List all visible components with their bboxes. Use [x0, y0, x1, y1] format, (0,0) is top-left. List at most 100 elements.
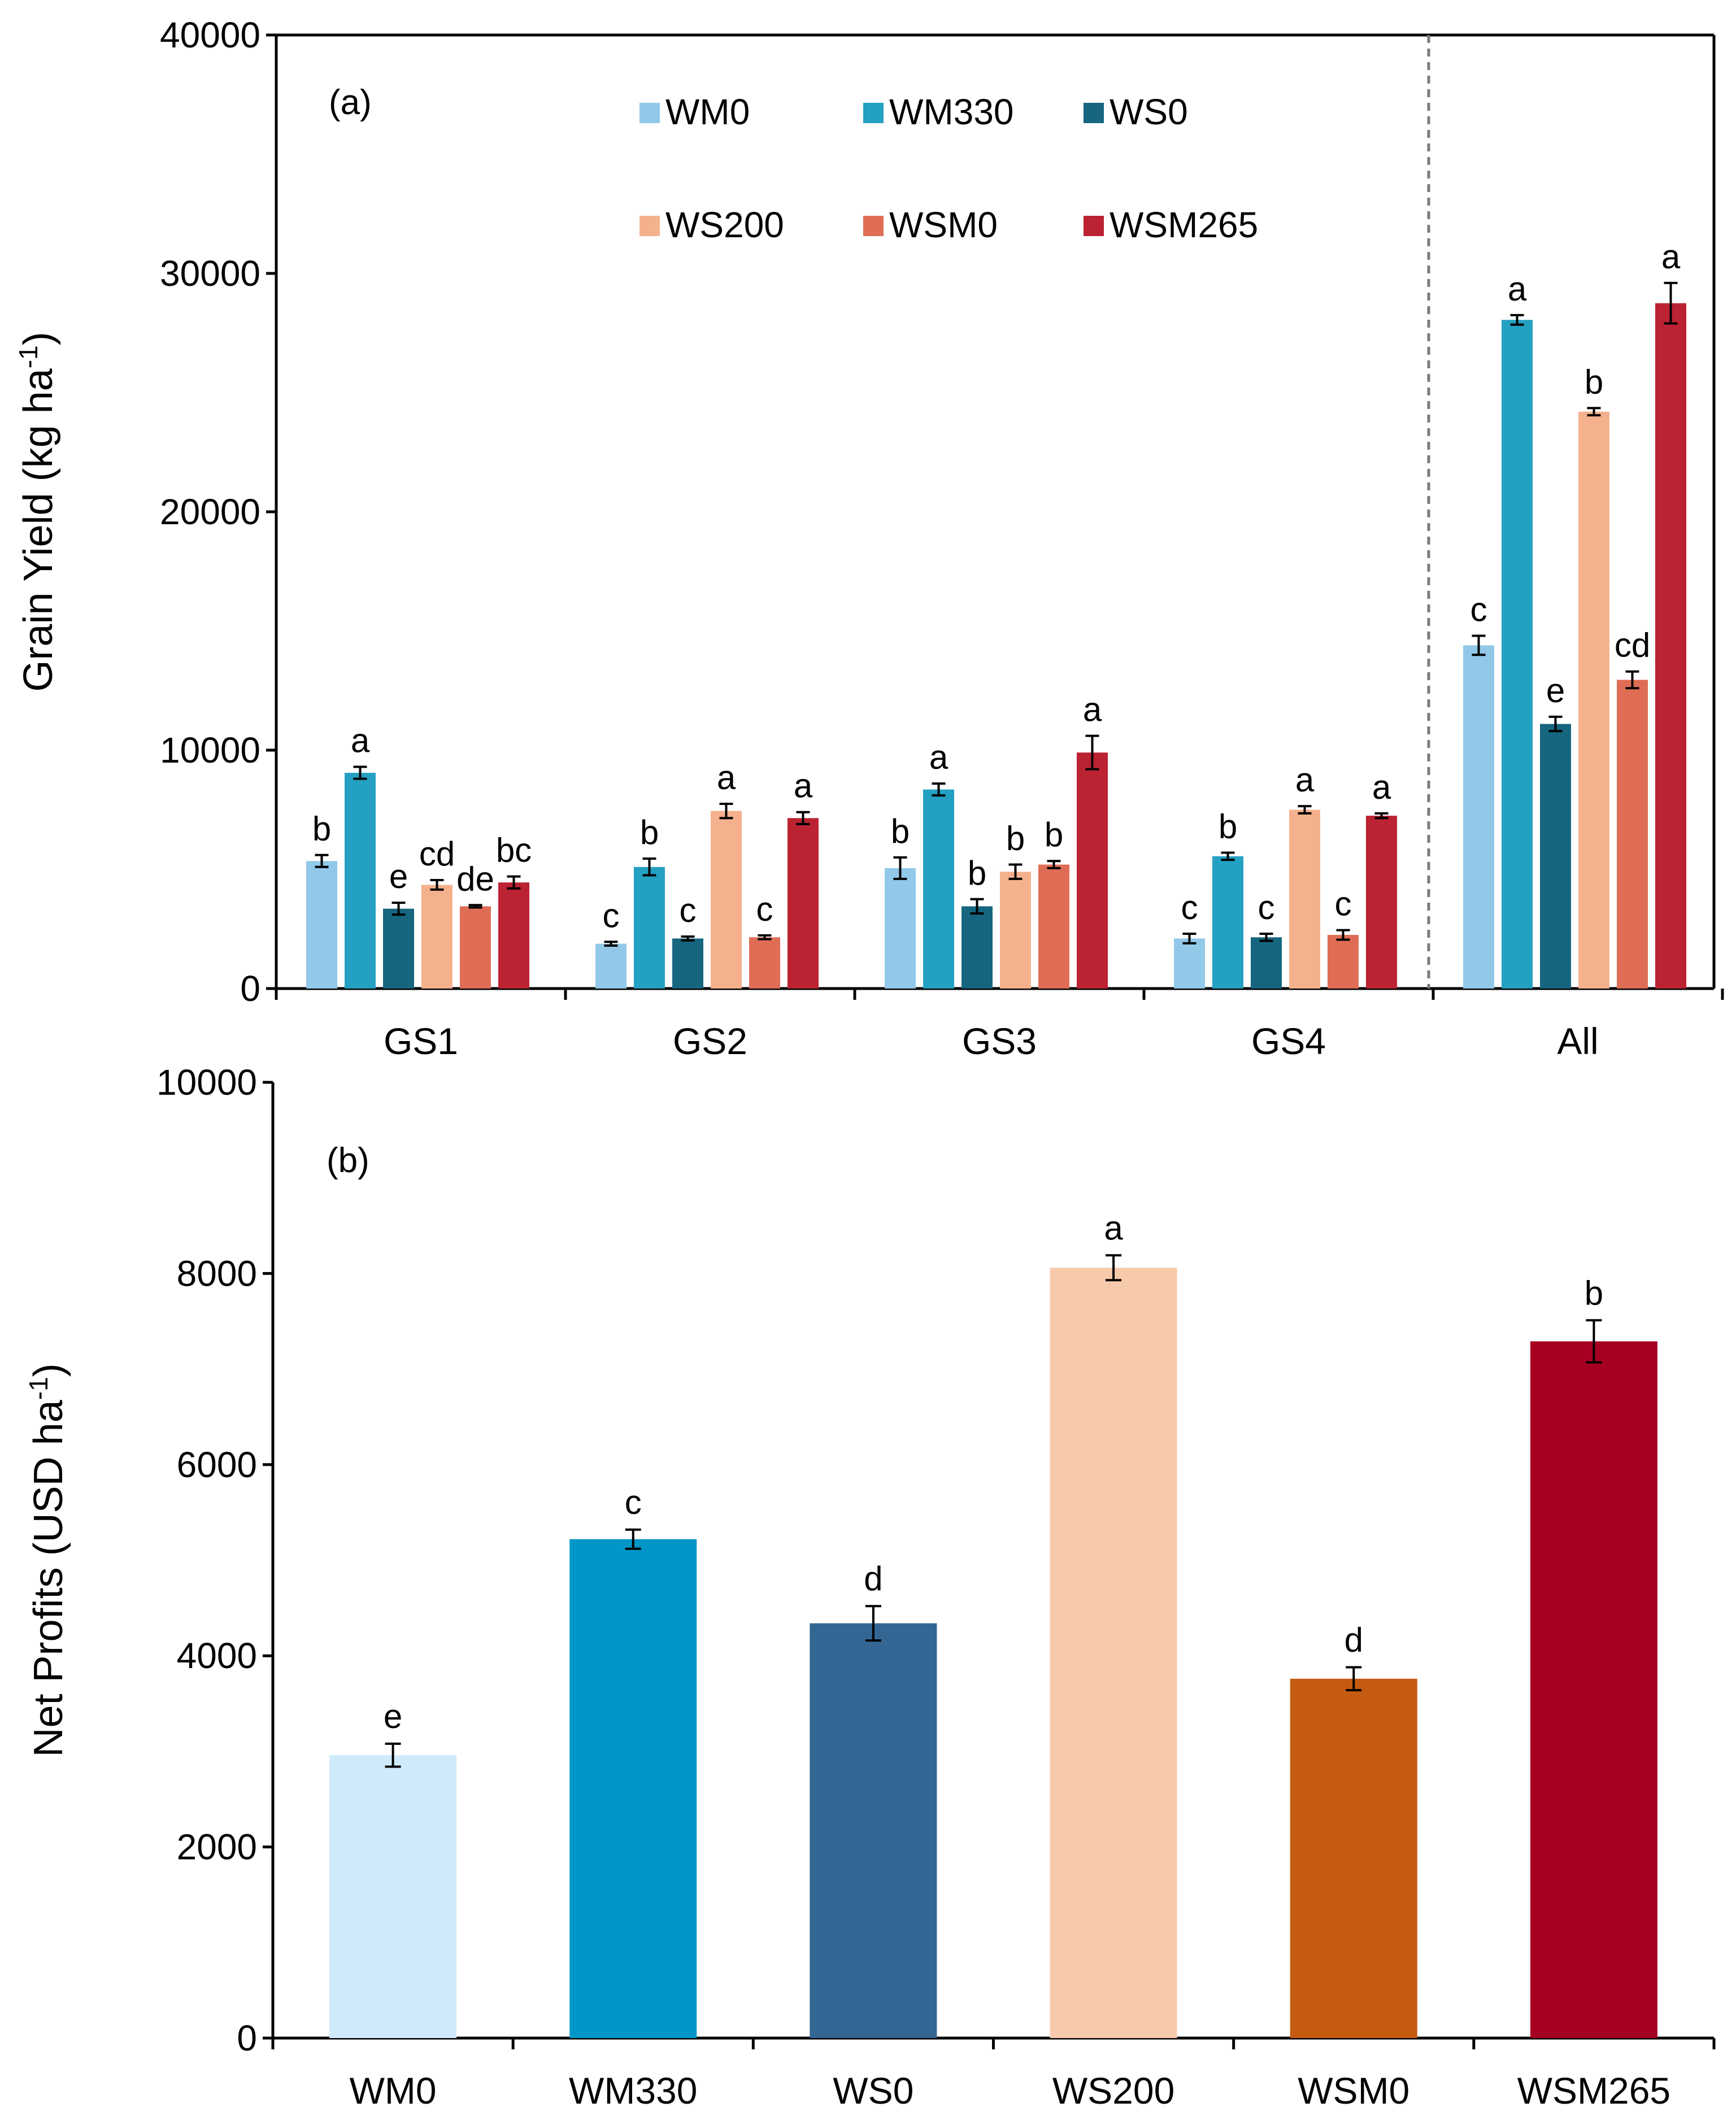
bar [1290, 1678, 1417, 2038]
bar [569, 1539, 697, 2038]
significance-letter: c [603, 896, 620, 934]
bar [1000, 872, 1031, 989]
bar [595, 943, 626, 989]
panel-a-x-ticks: GS1 GS2 GS3 GS4 All [275, 989, 1724, 1062]
significance-letter: c [1470, 590, 1487, 628]
x-category-label: GS3 [962, 1020, 1037, 1062]
significance-letter: e [384, 1697, 402, 1735]
significance-letter: bc [496, 832, 532, 869]
panel-a-y-ticks: 0 10000 20000 30000 40000 [160, 15, 276, 1009]
bar [672, 938, 703, 989]
significance-letter: c [680, 891, 697, 929]
x-category-label: WM0 [350, 2070, 437, 2112]
significance-letter: cd [419, 835, 455, 873]
panel-b-x-ticks: WM0 WM330 WS0 WS200 WSM0 WSM265 [271, 2038, 1716, 2112]
panel-b-y-axis-label: Net Profits (USD ha-1) [24, 1363, 71, 1757]
bar [1578, 411, 1609, 989]
bar [885, 868, 916, 989]
panel-b-y-ticks: 0 2000 4000 6000 8000 10000 [156, 1062, 273, 2058]
bar [1463, 645, 1494, 989]
significance-letter: a [1661, 238, 1681, 276]
significance-letter: de [456, 860, 494, 898]
y-tick-label: 6000 [177, 1444, 257, 1485]
significance-letter: d [1345, 1621, 1363, 1659]
bar [1289, 809, 1320, 989]
x-category-label: WSM0 [1298, 2070, 1409, 2112]
legend-entry: WSM0 [889, 204, 998, 245]
x-category-label: WS200 [1052, 2070, 1174, 2112]
panel-b-bars: e c d a d b [329, 1209, 1657, 2038]
legend-entry: WS200 [665, 204, 784, 245]
bar [923, 789, 954, 989]
x-category-label: GS1 [384, 1020, 458, 1062]
y-tick-label: 0 [237, 2018, 257, 2058]
bar [711, 811, 742, 989]
significance-letter: a [351, 722, 370, 760]
significance-letter: b [1585, 1274, 1603, 1312]
significance-letter: b [968, 854, 986, 892]
x-category-label: All [1557, 1020, 1598, 1062]
bar [749, 937, 780, 989]
significance-letter: c [1335, 885, 1352, 923]
significance-letter: d [864, 1560, 882, 1597]
panel-b-label: (b) [327, 1141, 369, 1180]
x-category-label: WM330 [569, 2070, 697, 2112]
bar [1502, 320, 1533, 989]
bar [787, 818, 819, 989]
y-tick-label: 2000 [177, 1827, 257, 1867]
x-category-label: GS4 [1251, 1020, 1326, 1062]
significance-letter: a [1372, 768, 1391, 806]
legend-entry: WM330 [889, 92, 1014, 132]
x-category-label: WSM265 [1517, 2070, 1670, 2112]
bar [329, 1755, 457, 2038]
significance-letter: c [625, 1483, 642, 1521]
bar [810, 1623, 937, 2038]
significance-letter: c [1181, 889, 1198, 926]
legend-entry: WSM265 [1110, 204, 1258, 245]
y-tick-label: 8000 [177, 1253, 257, 1294]
y-tick-label: 20000 [160, 491, 260, 532]
bar [498, 882, 529, 989]
significance-letter: cd [1615, 626, 1650, 664]
significance-letter: b [640, 813, 659, 851]
bar [421, 885, 453, 989]
bar [1366, 816, 1397, 989]
bar [460, 906, 491, 989]
legend-entry: WS0 [1110, 92, 1188, 132]
y-tick-label: 30000 [160, 253, 260, 294]
bar [383, 908, 414, 989]
significance-letter: b [891, 812, 910, 850]
bar [1050, 1268, 1177, 2038]
bar [1617, 680, 1648, 989]
panel-a-y-axis-label: Grain Yield (kg ha-1) [14, 332, 61, 691]
panel-a-label: (a) [329, 83, 372, 122]
bar [1251, 937, 1282, 989]
x-category-label: WS0 [833, 2070, 913, 2112]
significance-letter: c [756, 890, 773, 928]
bar [634, 867, 665, 989]
bar [1174, 938, 1205, 989]
y-tick-label: 4000 [177, 1635, 257, 1676]
legend-swatch [863, 103, 884, 123]
legend-swatch [639, 216, 660, 236]
significance-letter: e [1546, 672, 1565, 709]
bar [961, 906, 993, 989]
bar [1328, 935, 1359, 989]
y-tick-label: 10000 [160, 730, 260, 770]
legend-entry: WM0 [665, 92, 750, 132]
legend-swatch [863, 216, 884, 236]
bar [1077, 752, 1108, 989]
y-tick-label: 0 [240, 968, 260, 1009]
legend-swatch [1084, 103, 1104, 123]
significance-letter: a [717, 759, 736, 796]
legend-swatch [639, 103, 660, 123]
significance-letter: a [1083, 691, 1102, 729]
bar [306, 861, 337, 989]
x-category-label: GS2 [673, 1020, 747, 1062]
bar [1655, 303, 1686, 989]
significance-letter: b [312, 810, 331, 848]
